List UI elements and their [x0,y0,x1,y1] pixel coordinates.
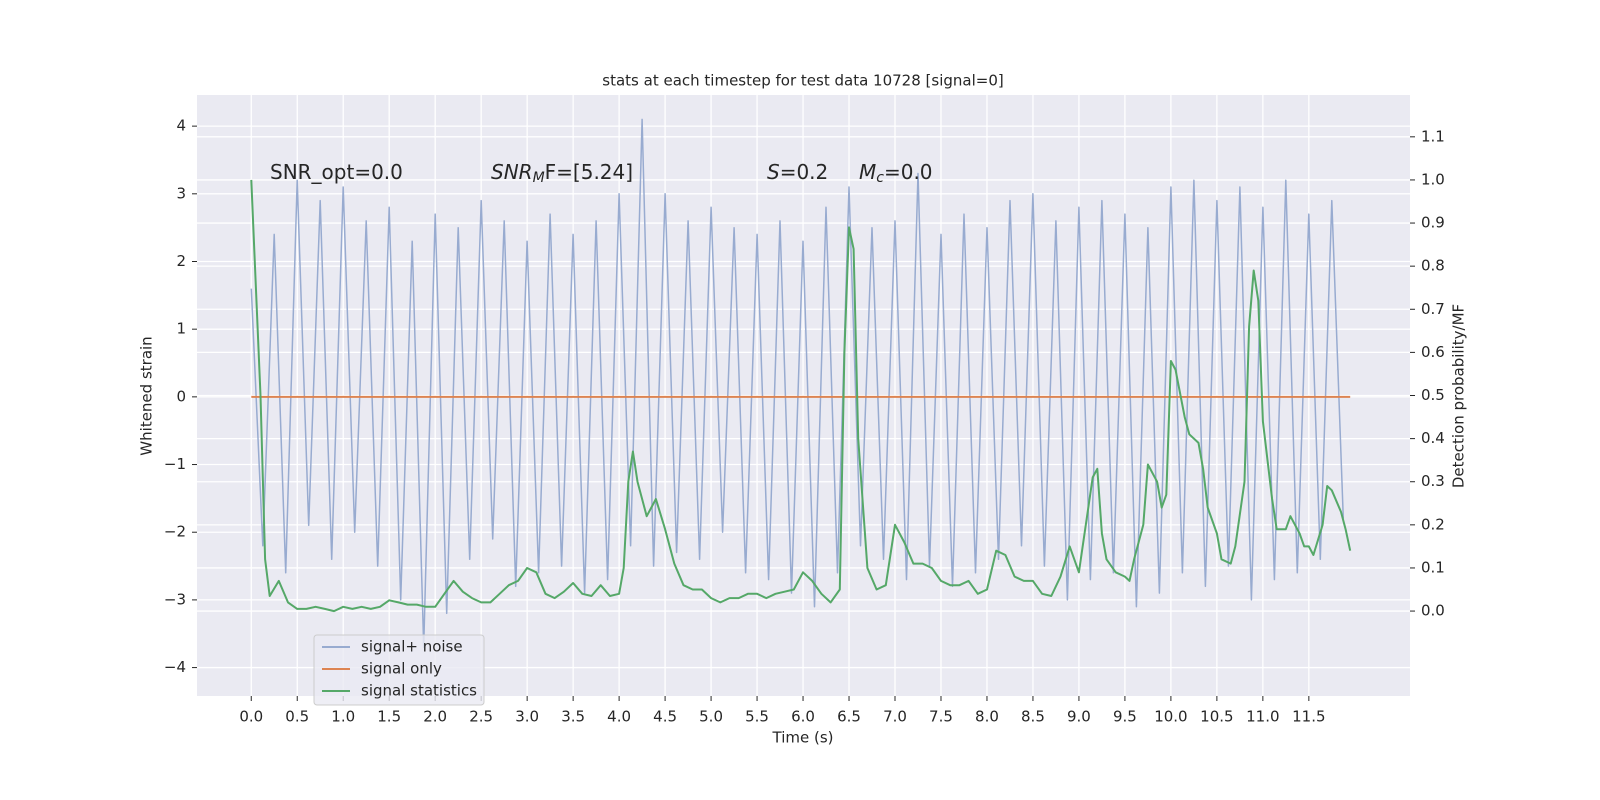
annotation: S=0.2 [767,160,828,184]
x-tick-label: 6.5 [837,708,861,726]
x-tick-label: 4.5 [653,708,677,726]
x-tick-label: 8.0 [975,708,999,726]
legend-label: signal statistics [361,682,477,700]
series-line [250,118,1345,649]
series-line [250,179,1352,613]
legend-label: signal only [361,660,442,678]
x-tick-label: 4.0 [607,708,631,726]
x-tick-label: 7.5 [929,708,953,726]
y-tick-label: −1 [164,455,186,473]
y2-tick-label: 1.0 [1421,170,1445,188]
x-axis-label: Time (s) [772,729,834,747]
annotation-part: F=[5.24] [545,160,633,184]
y2-tick-label: 0.6 [1421,343,1445,361]
annotation: SNR_opt=0.0 [270,160,403,184]
x-tick-label: 9.0 [1067,708,1091,726]
x-tick-label: 11.0 [1246,708,1279,726]
annotation-part: M [859,160,876,184]
x-tick-label: 9.5 [1113,708,1137,726]
y-tick-label: 0 [176,387,186,405]
x-tick-label: 10.5 [1200,708,1233,726]
y-axis-label: Whitened strain [138,336,156,455]
annotation-part: =0.2 [780,160,829,184]
y-tick-label: 4 [176,117,186,135]
x-tick-label: 1.5 [377,708,401,726]
x-tick-label: 11.5 [1292,708,1325,726]
legend-box [313,634,485,706]
x-tick-label: 10.0 [1154,708,1187,726]
y2-tick-label: 0.8 [1421,257,1445,275]
annotation-part: S [767,160,780,184]
x-tick-label: 8.5 [1021,708,1045,726]
chart-title: stats at each timestep for test data 107… [602,72,1003,90]
y2-tick-label: 0.5 [1421,386,1445,404]
y2-axis-label: Detection probability/MF [1450,304,1468,488]
y2-tick-label: 0.9 [1421,214,1445,232]
x-tick-label: 1.0 [331,708,355,726]
annotation: SNRMF=[5.24] [491,160,633,187]
x-tick-label: 0.0 [239,708,263,726]
x-tick-label: 2.5 [469,708,493,726]
y2-tick-label: 0.0 [1421,602,1445,620]
y2-tick-label: 0.3 [1421,472,1445,490]
x-tick-label: 0.5 [285,708,309,726]
annotation-part: SNR_opt=0.0 [270,160,403,184]
y-tick-label: −2 [164,523,186,541]
y2-tick-label: 1.1 [1421,127,1445,145]
annotation-part: c [876,170,884,186]
y2-tick-label: 0.4 [1421,429,1445,447]
legend-label: signal+ noise [361,638,463,656]
y-tick-label: 1 [176,320,186,338]
y2-tick-label: 0.2 [1421,515,1445,533]
x-tick-label: 7.0 [883,708,907,726]
x-tick-label: 5.0 [699,708,723,726]
annotation-part: SNR [491,160,533,184]
x-tick-label: 2.0 [423,708,447,726]
y-tick-label: 3 [176,184,186,202]
y2-tick-label: 0.7 [1421,300,1445,318]
y-tick-label: 2 [176,252,186,270]
y2-tick-label: 0.1 [1421,558,1445,576]
y-tick-label: −3 [164,590,186,608]
x-tick-label: 5.5 [745,708,769,726]
annotation-part: M [533,170,545,186]
x-tick-label: 3.0 [515,708,539,726]
y-tick-label: −4 [164,658,186,676]
x-tick-label: 6.0 [791,708,815,726]
x-tick-label: 3.5 [561,708,585,726]
annotation: Mc=0.0 [859,160,933,187]
annotation-part: =0.0 [884,160,933,184]
